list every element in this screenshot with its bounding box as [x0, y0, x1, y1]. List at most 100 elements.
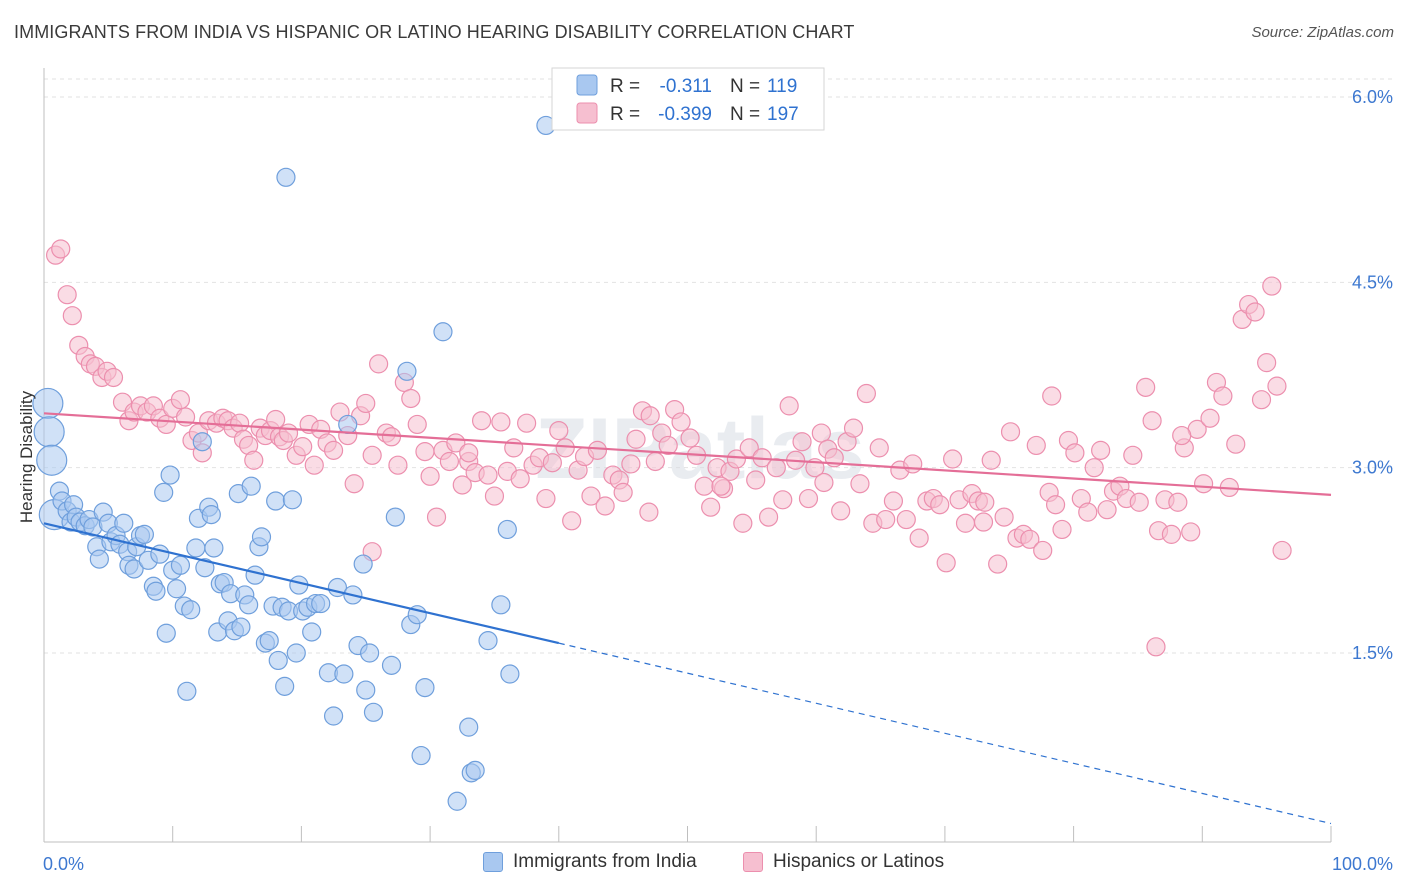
point-hispanic — [773, 490, 793, 510]
point-hispanic — [1078, 502, 1098, 522]
chart-title: IMMIGRANTS FROM INDIA VS HISPANIC OR LAT… — [14, 22, 855, 42]
point-india — [276, 167, 296, 187]
point-hispanic — [1129, 492, 1149, 512]
grid-lines — [44, 78, 1393, 654]
point-india — [239, 595, 259, 615]
point-hispanic — [471, 411, 492, 431]
point-hispanic — [1091, 440, 1111, 460]
point-hispanic — [1020, 529, 1040, 549]
point-india — [311, 593, 331, 614]
point-india — [353, 554, 373, 574]
point-hispanic — [415, 442, 435, 462]
point-hispanic — [1033, 540, 1053, 561]
point-india — [323, 706, 344, 726]
point-hispanic — [230, 413, 250, 433]
point-india — [302, 622, 322, 642]
point-india — [36, 444, 68, 476]
point-hispanic — [798, 488, 819, 509]
point-india — [491, 595, 511, 615]
bottom-legend-swatch-pink — [743, 852, 763, 872]
point-hispanic — [645, 451, 665, 472]
point-hispanic — [103, 367, 124, 388]
point-india — [275, 676, 295, 696]
point-hispanic — [491, 412, 511, 432]
point-hispanic — [1168, 492, 1188, 512]
point-india — [500, 664, 520, 684]
point-hispanic — [831, 501, 851, 521]
point-india — [259, 631, 279, 651]
point-hispanic — [51, 239, 71, 259]
legend-blue-r-value: -0.311 — [660, 76, 712, 97]
point-hispanic — [1267, 376, 1287, 396]
point-india — [114, 513, 134, 533]
point-hispanic — [973, 512, 994, 532]
point-hispanic — [943, 449, 963, 469]
point-hispanic — [896, 509, 916, 530]
point-india — [447, 791, 467, 811]
point-india — [201, 505, 221, 525]
point-hispanic — [994, 507, 1014, 527]
y-tick-label: 1.5% — [1352, 643, 1393, 663]
bottom-legend: Immigrants from India Hispanics or Latin… — [0, 851, 1406, 879]
point-india — [415, 677, 435, 698]
point-hispanic — [304, 455, 324, 475]
y-tick-label: 6.0% — [1352, 87, 1393, 107]
point-hispanic — [57, 285, 77, 305]
point-india — [124, 559, 144, 579]
point-india — [195, 558, 215, 578]
point-hispanic — [1065, 443, 1085, 463]
trend-line-pink — [43, 412, 1332, 496]
point-india — [231, 617, 251, 637]
point-hispanic — [1251, 390, 1272, 410]
point-india — [385, 507, 405, 527]
point-hispanic — [726, 449, 747, 469]
point-hispanic — [595, 496, 615, 516]
bottom-legend-hispanic: Hispanics or Latinos — [743, 851, 944, 873]
point-hispanic — [988, 554, 1008, 574]
point-india — [286, 643, 306, 663]
y-tick-label: 4.5% — [1352, 272, 1393, 292]
point-hispanic — [671, 412, 691, 432]
legend-pink-n-label: N = — [730, 104, 760, 125]
point-india — [134, 524, 154, 544]
point-hispanic — [1172, 425, 1192, 446]
point-hispanic — [1181, 522, 1201, 542]
point-hispanic — [587, 440, 608, 460]
point-hispanic — [62, 306, 82, 326]
point-hispanic — [1146, 637, 1166, 657]
point-hispanic — [1136, 377, 1156, 397]
legend-pink-n-value: 197 — [767, 104, 799, 125]
point-hispanic — [1262, 276, 1282, 296]
point-hispanic — [562, 511, 582, 531]
point-hispanic — [640, 406, 660, 426]
point-hispanic — [542, 453, 562, 473]
point-india — [266, 491, 286, 511]
series-india — [32, 115, 556, 811]
point-hispanic — [680, 428, 700, 448]
x-tick-label-left: 0.0% — [43, 854, 84, 874]
point-hispanic — [356, 393, 376, 414]
point-hispanic — [426, 507, 447, 527]
point-hispanic — [936, 553, 956, 573]
point-hispanic — [814, 472, 834, 493]
point-hispanic — [452, 475, 472, 495]
point-india — [192, 432, 212, 452]
point-hispanic — [639, 502, 659, 522]
legend-swatch-blue — [576, 74, 598, 96]
point-hispanic — [266, 409, 286, 430]
point-hispanic — [293, 437, 313, 457]
point-india — [459, 717, 479, 737]
point-hispanic — [701, 497, 721, 517]
point-hispanic — [1226, 434, 1246, 454]
point-hispanic — [733, 513, 753, 533]
point-hispanic — [811, 423, 831, 443]
point-hispanic — [362, 445, 382, 465]
point-hispanic — [1272, 540, 1292, 561]
point-hispanic — [555, 438, 575, 458]
point-hispanic — [581, 486, 601, 506]
point-india — [334, 664, 354, 684]
point-india — [356, 680, 376, 700]
legend-pink-r-value: -0.399 — [658, 104, 712, 125]
point-hispanic — [758, 507, 779, 527]
